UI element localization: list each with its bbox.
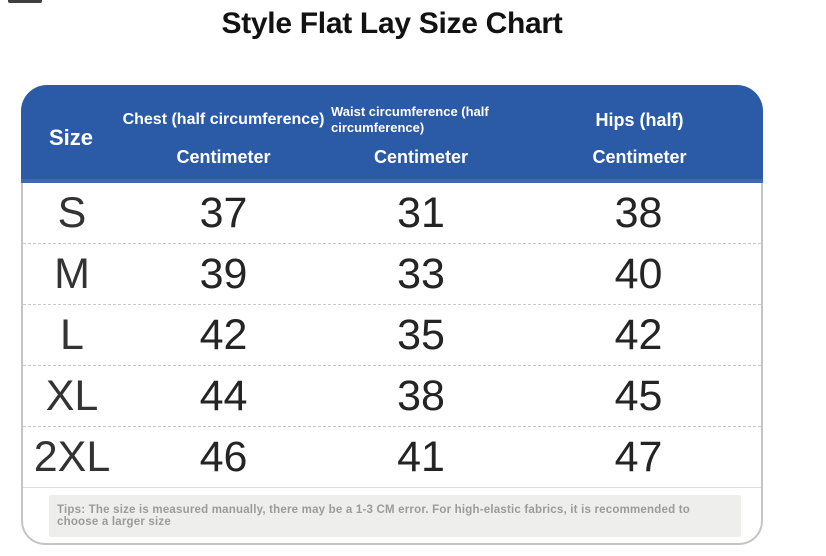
page-corner-strip (8, 0, 42, 3)
waist-value: 38 (397, 371, 445, 420)
table-body: S 37 31 38 M 39 33 40 L 42 35 42 XL 44 3… (21, 183, 763, 545)
size-cell: S (57, 188, 87, 237)
table-row: L 42 35 42 (23, 304, 761, 365)
hips-value: 45 (614, 371, 663, 420)
table-row: 2XL 46 41 47 (23, 426, 761, 487)
waist-value: 41 (397, 432, 445, 481)
chest-value: 44 (199, 371, 248, 420)
hips-title: Hips (half) (595, 109, 684, 130)
table-row: M 39 33 40 (23, 243, 761, 304)
chest-value: 37 (199, 188, 248, 237)
column-header-size: Size (21, 85, 121, 183)
size-cell: 2XL (33, 432, 111, 481)
page-title: Style Flat Lay Size Chart (221, 7, 563, 40)
hips-value: 47 (614, 432, 663, 481)
column-header-hips: Hips (half) Centimeter (516, 85, 763, 183)
chest-title: Chest (half circumference) (122, 111, 325, 128)
tips-note: Tips: The size is measured manually, the… (49, 494, 741, 537)
hips-value: 38 (614, 188, 663, 237)
size-chart-table: Size Chest (half circumference) Centimet… (21, 85, 763, 545)
size-cell: M (54, 249, 90, 298)
chest-unit: Centimeter (176, 146, 271, 167)
table-header: Size Chest (half circumference) Centimet… (21, 85, 763, 183)
chest-value: 46 (199, 432, 248, 481)
hips-value: 40 (614, 249, 663, 298)
waist-value: 33 (397, 249, 445, 298)
waist-unit: Centimeter (373, 146, 469, 167)
hips-value: 42 (614, 310, 663, 359)
chest-value: 39 (199, 249, 248, 298)
table-footer: Tips: The size is measured manually, the… (23, 487, 761, 543)
column-header-chest: Chest (half circumference) Centimeter (121, 85, 326, 183)
column-header-waist: Waist circumference (half circumference)… (326, 85, 516, 183)
waist-title: Waist circumference (half circumference) (331, 103, 489, 135)
table-row: S 37 31 38 (23, 183, 761, 243)
size-cell: L (60, 310, 84, 359)
size-label: Size (48, 125, 94, 150)
size-cell: XL (45, 371, 99, 420)
hips-unit: Centimeter (592, 146, 687, 167)
waist-value: 35 (397, 310, 445, 359)
waist-value: 31 (397, 188, 445, 237)
chest-value: 42 (199, 310, 248, 359)
table-row: XL 44 38 45 (23, 365, 761, 426)
